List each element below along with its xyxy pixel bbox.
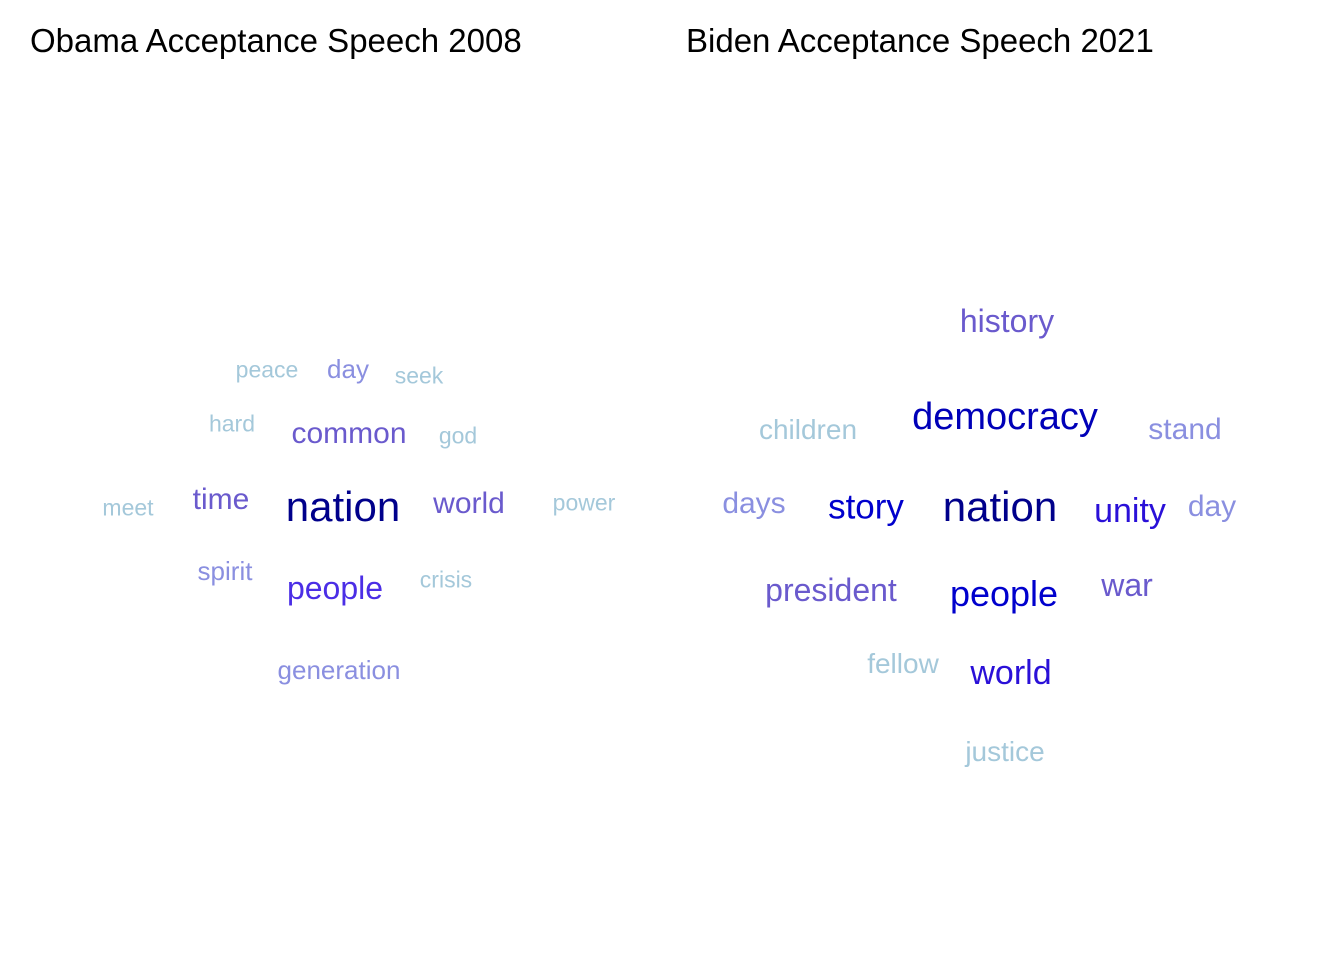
word-generation: generation: [277, 655, 401, 685]
obama-wordcloud-panel: Obama Acceptance Speech 2008 nation peopl…: [30, 22, 616, 685]
biden-word-cloud: nation democracy people story unity world hist…: [672, 0, 1344, 960]
word-war: war: [1101, 567, 1153, 603]
word-seek: seek: [394, 362, 444, 389]
word-hard: hard: [208, 410, 256, 437]
word-world: world: [970, 654, 1052, 692]
word-days: days: [722, 487, 786, 520]
word-common: common: [291, 417, 407, 450]
word-day: day: [1187, 490, 1237, 523]
word-nation: nation: [942, 483, 1058, 530]
biden-chart-title: Biden Acceptance Speech 2021: [686, 22, 1154, 59]
word-god: god: [438, 422, 478, 449]
word-justice: justice: [965, 736, 1045, 767]
word-democracy: democracy: [912, 396, 1098, 438]
word-people: people: [949, 573, 1059, 614]
word-children: children: [758, 414, 858, 445]
biden-wordcloud-panel: Biden Acceptance Speech 2021 nation democ…: [672, 0, 1344, 960]
word-power: power: [552, 489, 616, 516]
word-world: world: [433, 487, 505, 520]
obama-chart-title: Obama Acceptance Speech 2008: [30, 22, 522, 59]
word-nation: nation: [285, 483, 401, 530]
word-history: history: [959, 303, 1055, 339]
word-day: day: [327, 354, 369, 384]
word-meet: meet: [102, 494, 154, 521]
word-fellow: fellow: [867, 648, 939, 679]
word-spirit: spirit: [197, 556, 253, 586]
word-stand: stand: [1148, 413, 1222, 446]
word-peace: peace: [235, 356, 299, 383]
word-time: time: [192, 483, 250, 516]
word-people: people: [286, 570, 384, 606]
word-unity: unity: [1094, 492, 1166, 530]
word-story: story: [828, 487, 904, 527]
word-president: president: [765, 572, 897, 608]
word-crisis: crisis: [419, 566, 473, 593]
obama-word-cloud: nation people common world time spirit day gene…: [102, 354, 616, 685]
